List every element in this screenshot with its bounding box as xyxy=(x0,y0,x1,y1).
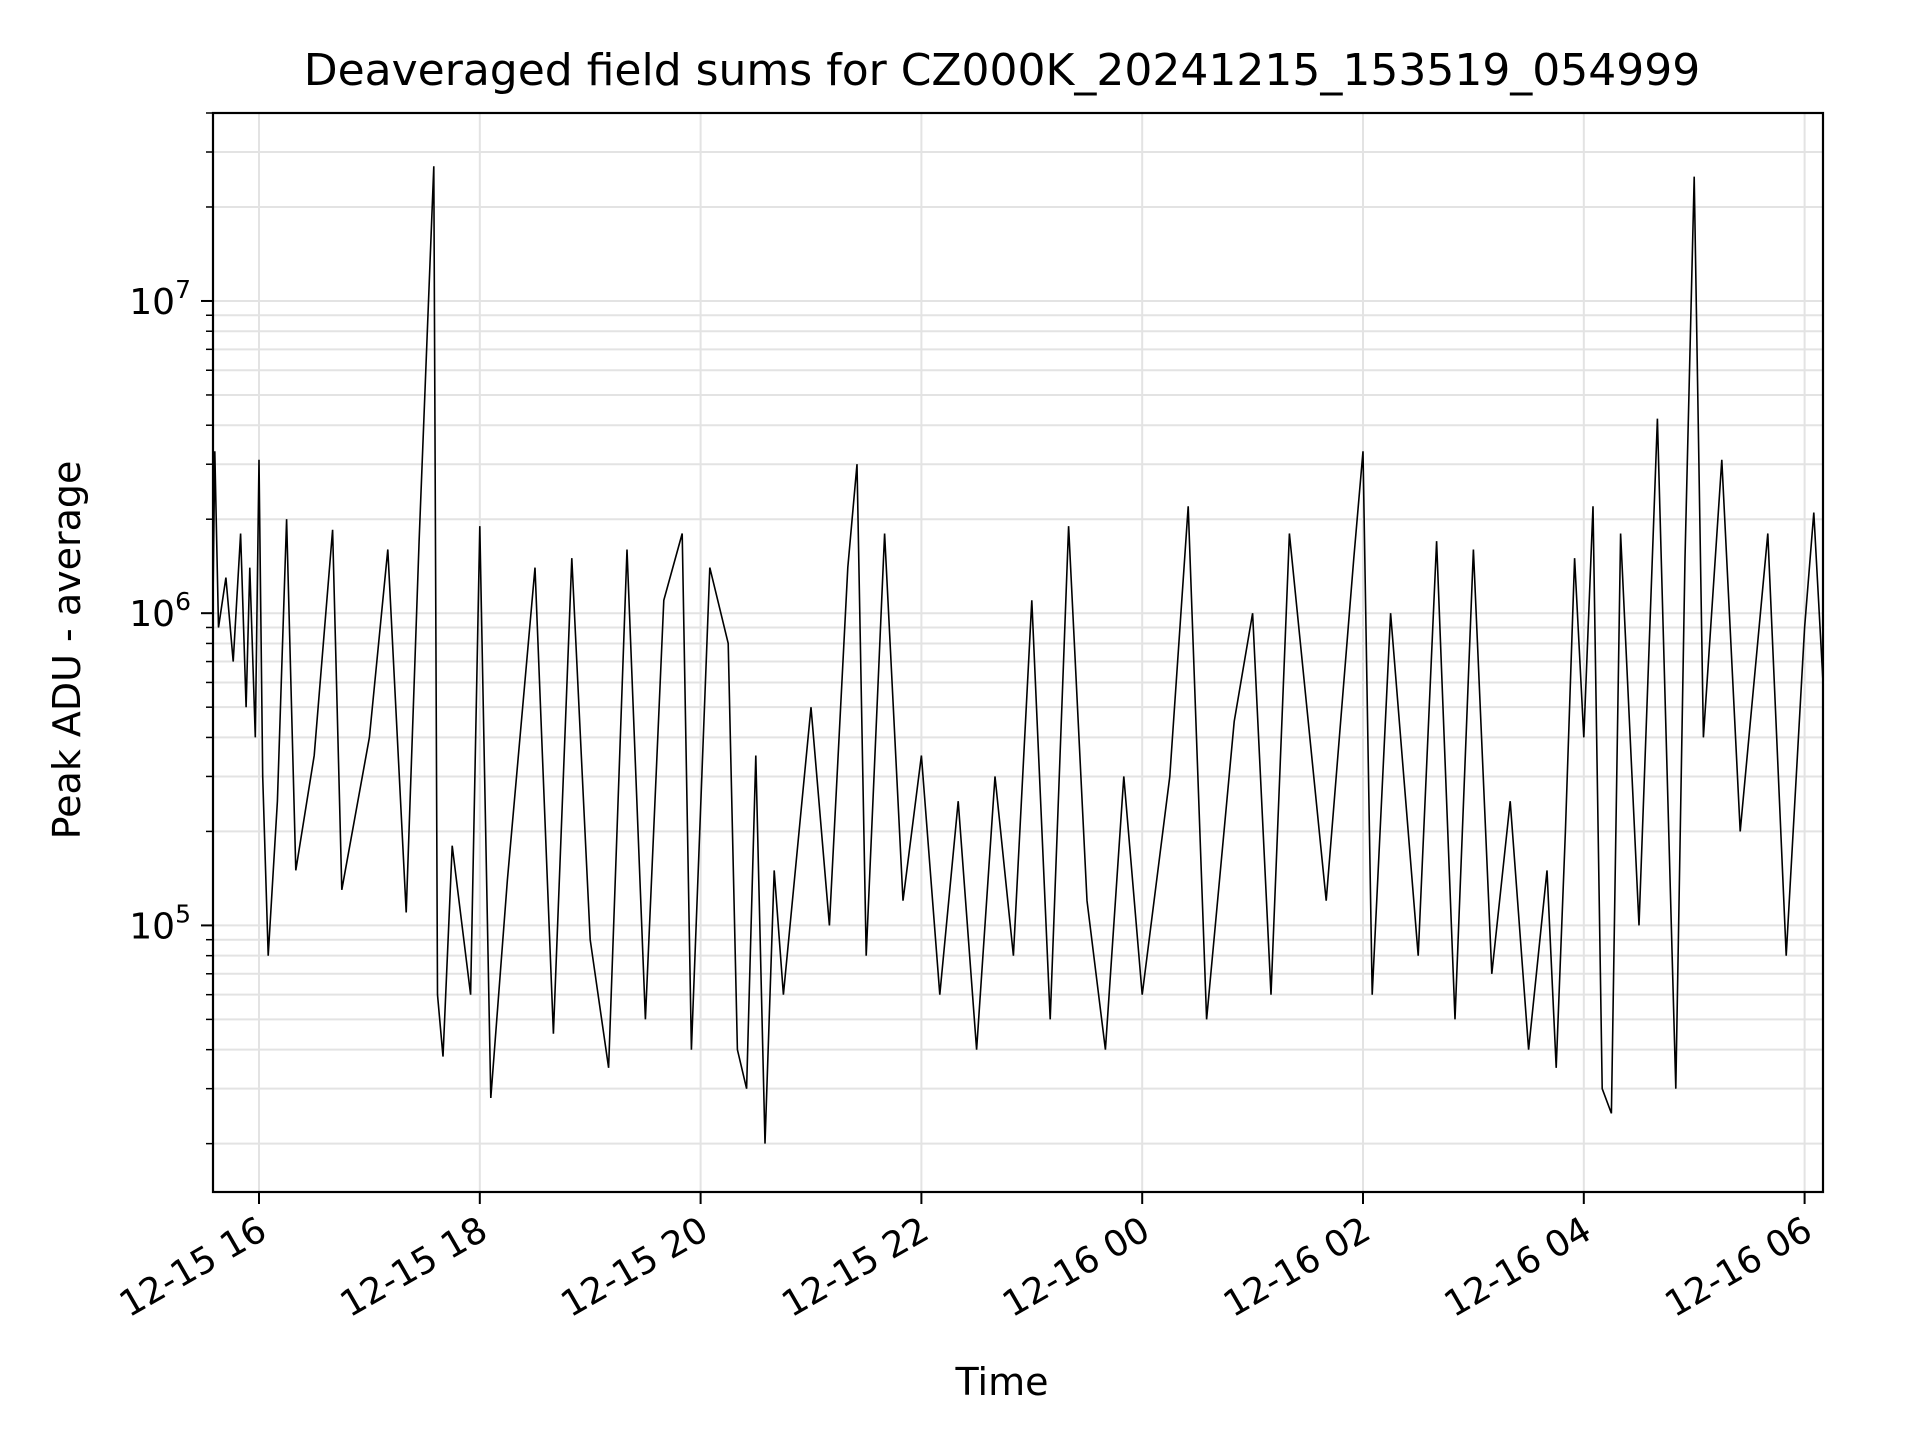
chart-title: Deaveraged field sums for CZ000K_2024121… xyxy=(304,45,1701,96)
series-line xyxy=(212,166,1824,1144)
y-tick-label: 107 xyxy=(129,275,191,323)
x-axis-label: Time xyxy=(955,1360,1049,1404)
series-layer xyxy=(212,166,1824,1144)
y-tick-label: 105 xyxy=(129,899,191,947)
y-axis-label: Peak ADU - average xyxy=(45,461,89,840)
major-grid xyxy=(213,113,1823,1192)
minor-grid xyxy=(213,112,1823,1145)
y-axis: 105 106 107 xyxy=(129,112,213,1145)
y-tick-label: 106 xyxy=(129,587,191,635)
plot-frame xyxy=(211,111,1825,1194)
